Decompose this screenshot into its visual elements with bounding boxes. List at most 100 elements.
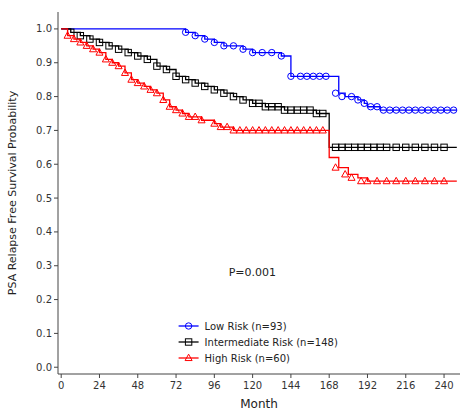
- censor-mark: [185, 113, 192, 119]
- censor-mark: [431, 107, 437, 113]
- censor-mark: [431, 144, 437, 150]
- censor-mark: [268, 127, 275, 133]
- y-tick: [54, 28, 58, 29]
- censor-mark: [393, 177, 400, 183]
- censor-mark: [313, 127, 320, 133]
- y-tick: [54, 130, 58, 131]
- censor-mark: [332, 164, 339, 170]
- x-tick: [405, 374, 406, 378]
- censor-mark: [135, 53, 141, 59]
- censor-mark: [211, 39, 217, 45]
- censor-mark: [87, 36, 93, 42]
- x-tick: [61, 374, 62, 378]
- censor-mark: [313, 110, 319, 116]
- censor-mark: [444, 107, 450, 113]
- censor-mark: [367, 104, 373, 110]
- legend-line: [179, 357, 199, 358]
- censor-mark: [249, 49, 255, 55]
- censor-mark: [163, 66, 169, 72]
- censor-mark: [240, 46, 246, 52]
- x-tick: [367, 374, 368, 378]
- censor-mark: [192, 113, 199, 119]
- censor-mark: [269, 49, 275, 55]
- censor-mark: [255, 127, 262, 133]
- censor-mark: [249, 127, 256, 133]
- survival-step: [61, 29, 457, 110]
- censor-mark: [300, 107, 306, 113]
- x-tick-label: 216: [396, 380, 415, 391]
- y-tick-label: 1.0: [36, 23, 52, 34]
- y-tick: [54, 96, 58, 97]
- censor-mark: [304, 73, 310, 79]
- x-axis-label: Month: [240, 397, 278, 411]
- censor-mark: [288, 107, 294, 113]
- censor-mark: [339, 144, 345, 150]
- censor-mark: [374, 177, 381, 183]
- censor-mark: [377, 144, 383, 150]
- y-tick-label: 0.8: [36, 91, 52, 102]
- censor-mark: [182, 29, 188, 35]
- censor-mark: [198, 116, 205, 122]
- censor-mark: [399, 107, 405, 113]
- censor-mark: [358, 144, 364, 150]
- censor-mark: [240, 97, 246, 103]
- censor-mark: [160, 96, 167, 102]
- censor-mark: [307, 127, 314, 133]
- censor-mark: [192, 32, 198, 38]
- censor-mark: [320, 110, 326, 116]
- x-tick: [176, 374, 177, 378]
- censor-mark: [403, 144, 409, 150]
- censor-mark: [128, 76, 135, 82]
- censor-mark: [419, 107, 425, 113]
- censor-mark: [211, 87, 217, 93]
- censor-mark: [383, 177, 390, 183]
- censor-mark: [179, 110, 186, 116]
- censor-mark: [236, 127, 243, 133]
- censor-mark: [393, 144, 399, 150]
- censor-mark: [125, 49, 131, 55]
- censor-mark: [348, 93, 354, 99]
- y-tick-label: 0.6: [36, 159, 52, 170]
- legend: Low Risk (n=93)Intermediate Risk (n=148)…: [179, 321, 338, 364]
- censor-mark: [115, 62, 122, 68]
- censor-mark: [134, 79, 141, 85]
- x-tick: [99, 374, 100, 378]
- x-tick: [214, 374, 215, 378]
- censor-mark: [182, 76, 188, 82]
- censor-mark: [154, 63, 160, 69]
- survival-step: [61, 29, 457, 181]
- censor-mark: [425, 107, 431, 113]
- censor-mark: [153, 89, 160, 95]
- x-tick: [329, 374, 330, 378]
- censor-mark: [102, 56, 109, 62]
- censor-mark: [121, 69, 128, 75]
- censor-mark: [332, 90, 338, 96]
- censor-mark: [364, 177, 371, 183]
- censor-mark: [323, 73, 329, 79]
- x-tick-label: 240: [435, 380, 454, 391]
- censor-mark: [269, 104, 275, 110]
- legend-label: High Risk (n=60): [205, 353, 290, 364]
- censor-mark: [173, 73, 179, 79]
- censor-mark: [70, 35, 77, 41]
- y-tick: [54, 164, 58, 165]
- censor-mark: [412, 144, 418, 150]
- y-tick: [54, 299, 58, 300]
- y-tick-label: 0.1: [36, 328, 52, 339]
- legend-marker: [185, 354, 192, 360]
- censor-mark: [230, 43, 236, 49]
- legend-line: [179, 341, 199, 342]
- censor-mark: [278, 53, 284, 59]
- y-tick-label: 0.2: [36, 294, 52, 305]
- censor-mark: [422, 144, 428, 150]
- y-tick: [54, 367, 58, 368]
- y-tick: [54, 231, 58, 232]
- plot-area: [58, 12, 460, 374]
- censor-mark: [371, 144, 377, 150]
- y-tick-label: 0.0: [36, 362, 52, 373]
- censor-mark: [300, 127, 307, 133]
- censor-mark: [352, 144, 358, 150]
- censor-mark: [230, 93, 236, 99]
- annotation: P=0.001: [229, 266, 276, 279]
- censor-mark: [297, 73, 303, 79]
